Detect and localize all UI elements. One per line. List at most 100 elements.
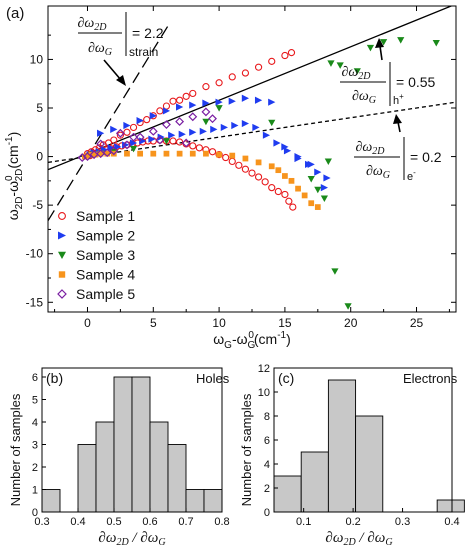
panel-c-label: (c) (278, 370, 294, 386)
axis-ticks-a: 0 5 10 15 20 25 -15 -10 -5 0 5 10 (26, 6, 456, 330)
point-s2 (178, 130, 186, 138)
point-s5 (155, 135, 165, 145)
histogram-bar (41, 489, 61, 513)
x-tick-label: 0.3 (34, 516, 49, 528)
point-s3 (432, 40, 440, 47)
point-s1 (228, 73, 236, 81)
point-s5 (115, 128, 125, 138)
point-s4 (88, 151, 95, 158)
y-tick-label: 0 (36, 150, 43, 164)
point-s1 (215, 151, 223, 159)
point-s1 (261, 178, 269, 186)
x-tick-label: 0.6 (142, 516, 157, 528)
point-s3 (268, 119, 276, 127)
y-tick-label: 2 (32, 462, 38, 474)
point-s4 (84, 152, 91, 159)
y-tick-label: 12 (258, 363, 270, 375)
point-s2 (210, 125, 218, 133)
point-s1 (110, 136, 118, 144)
point-s3 (202, 118, 210, 126)
point-s4 (275, 167, 282, 174)
point-s1 (116, 131, 124, 139)
holes-subscript: h+ (393, 92, 404, 107)
point-s3 (314, 186, 322, 194)
point-s2 (294, 152, 302, 161)
y-axis-label-b: Number of samples (8, 393, 23, 506)
point-s2 (268, 98, 276, 106)
point-s1 (289, 203, 297, 211)
point-s2 (231, 121, 239, 130)
point-s4 (314, 204, 321, 210)
y-tick-label: -15 (26, 295, 44, 309)
point-s5 (135, 132, 145, 142)
y-tick-label: 5 (32, 395, 38, 407)
electrons-subscript: e- (407, 168, 416, 183)
point-s5 (129, 132, 138, 142)
point-s1 (268, 57, 276, 65)
point-s5 (109, 146, 119, 156)
point-s2 (97, 129, 105, 137)
electrons-value: = 0.2 (410, 149, 442, 165)
point-s4 (104, 150, 111, 157)
point-s4 (163, 150, 170, 157)
svg-text:∂ω2D: ∂ω2D (341, 65, 371, 82)
point-s4 (216, 151, 222, 158)
point-s2 (283, 147, 292, 155)
data-points (77, 37, 440, 310)
point-s3 (380, 39, 388, 46)
y-tick-label: 1 (32, 485, 38, 497)
y-tick-label: 0 (32, 507, 38, 519)
y-axis-label-a: ω2D-ω02D(cm-1) (4, 132, 25, 221)
series-4 (81, 150, 321, 210)
point-s4 (150, 150, 157, 157)
axis-ticks-b: 0.3 0.4 0.5 0.6 0.7 0.8 0 1 2 3 4 5 6 (32, 372, 230, 528)
point-s4 (282, 173, 288, 179)
annotation-electrons: ∂ω2D ∂ωG = 0.2 e- (354, 114, 442, 183)
point-s2 (149, 112, 157, 120)
line-holes (48, 6, 453, 171)
x-tick-label: 5 (150, 316, 157, 330)
x-tick-label: 0.7 (178, 516, 193, 528)
point-s2 (215, 98, 223, 106)
point-s2 (273, 139, 281, 147)
axis-ticks-c: 0.1 0.2 0.3 0.4 0 2 4 6 8 10 12 (258, 363, 460, 528)
histogram-bars-holes (41, 376, 223, 513)
point-s2 (189, 101, 197, 109)
point-s4 (229, 152, 236, 159)
point-s3 (331, 268, 339, 275)
y-tick-label: 3 (32, 440, 38, 452)
point-s5 (201, 107, 211, 117)
reference-lines (48, 6, 456, 222)
annotation-strain: ∂ω2D ∂ωG = 2.2 strain (77, 12, 164, 86)
y-tick-label: 10 (30, 52, 44, 66)
holes-value: = 0.55 (396, 74, 436, 90)
histogram-bars-electrons (273, 379, 465, 513)
point-s1 (281, 51, 289, 60)
y-tick-label: 4 (32, 417, 38, 429)
legend-marker (58, 231, 66, 240)
point-s1 (215, 79, 223, 87)
point-s2 (307, 160, 315, 168)
point-s1 (202, 83, 210, 91)
x-tick-label: 0.3 (395, 516, 410, 528)
point-s2 (241, 119, 250, 128)
point-s5 (102, 148, 112, 158)
series-2 (86, 94, 331, 192)
point-s2 (323, 174, 331, 182)
point-s1 (189, 89, 197, 98)
point-s3 (215, 105, 223, 112)
point-s2 (199, 127, 207, 135)
point-s2 (148, 135, 156, 143)
point-s1 (248, 169, 256, 177)
annotation-holes: ∂ω2D ∂ωG = 0.55 h+ (340, 38, 436, 107)
point-s3 (307, 176, 315, 183)
legend-label: Sample 4 (76, 267, 135, 283)
point-s1 (156, 107, 164, 115)
panel-c: 0.1 0.2 0.3 0.4 0 2 4 6 8 10 12 (c) Electrons Numb… (239, 363, 465, 545)
point-s4 (295, 185, 301, 192)
panel-b-annotation: Holes (196, 371, 230, 386)
legend-marker (58, 271, 66, 278)
x-axis-label-b: ∂ω2D / ∂ωG (98, 530, 165, 545)
point-s5 (175, 117, 185, 127)
y-tick-label: 6 (264, 435, 270, 447)
